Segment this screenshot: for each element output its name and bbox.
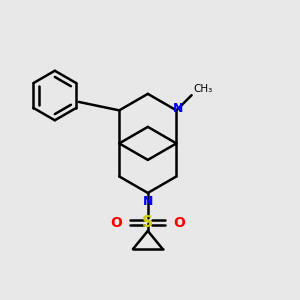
Text: O: O (173, 216, 185, 230)
Text: N: N (142, 195, 153, 208)
Text: N: N (173, 102, 183, 115)
Text: S: S (142, 215, 153, 230)
Text: CH₃: CH₃ (193, 84, 212, 94)
Text: O: O (110, 216, 122, 230)
